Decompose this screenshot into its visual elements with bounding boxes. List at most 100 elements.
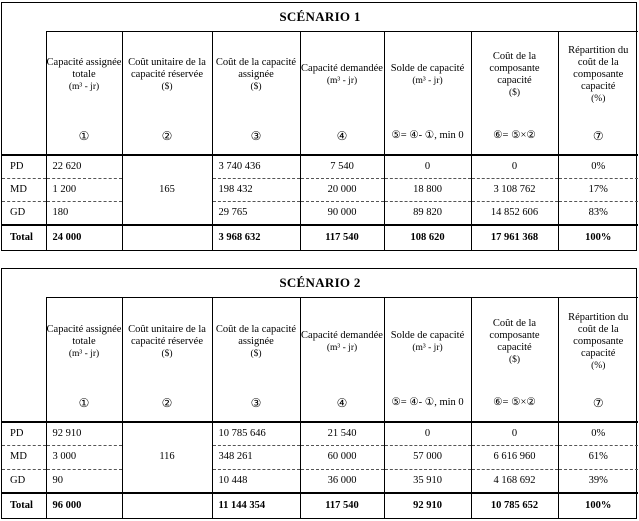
column-header: Coût de la composante capacité ($) [470,297,558,385]
column-header: Coût unitaire de la capacité réservée ($) [121,297,212,385]
total-assigned-cost: 3 968 632 [211,224,300,250]
header-empty [2,298,46,385]
cell-cost-share: 61% [557,445,638,470]
table-row: MD 3 000 348 261 60 000 57 000 6 616 960 61% [2,445,638,470]
column-symbol: ③ [211,384,300,423]
scenario-2-table: SCÉNARIO 2 Capacité assignée totale (m³ - … [1,268,638,519]
cell-component-cost: 0 [470,421,558,446]
total-component-cost: 17 961 368 [470,224,558,250]
total-row: Total 24 000 3 968 632 117 540 108 620 17 961… [2,224,638,250]
cell-cost-share: 0% [557,154,638,179]
column-header-label: Capacité assignée totale [46,57,122,80]
cell-demanded-capacity: 90 000 [299,201,384,225]
cell-assigned-capacity: 22 620 [45,154,122,179]
column-header-label: Coût unitaire de la capacité réservée [128,57,206,80]
cell-unit-cost: 165 [121,154,213,225]
column-header: Coût unitaire de la capacité réservée ($) [121,31,212,118]
column-header-label: Répartition du coût de la composante cap… [568,45,629,92]
cell-component-cost: 3 108 762 [470,178,558,202]
column-header: Solde de capacité (m³ - jr) [383,297,471,385]
row-label: MD [2,178,46,202]
total-unit-cost-empty [121,224,212,250]
cell-assigned-capacity: 92 910 [45,421,122,446]
column-symbol: ⑤= ④- ①, min 0 [383,384,471,423]
column-header-unit: ($) [161,82,173,92]
cell-assigned-capacity: 90 [45,468,122,493]
cell-capacity-balance: 0 [383,421,471,446]
scenario-title: SCÉNARIO 2 [279,275,361,291]
cell-component-cost: 6 616 960 [470,445,558,470]
column-header: Répartition du coût de la composante cap… [557,31,638,118]
symbol-empty [2,385,46,422]
column-header-label: Répartition du coût de la composante cap… [568,311,629,359]
column-header-label: Solde de capacité [390,329,465,341]
cell-demanded-capacity: 7 540 [299,154,384,179]
cell-unit-cost: 116 [121,421,213,493]
cell-component-cost: 0 [470,154,558,179]
cell-assigned-capacity: 1 200 [45,178,122,202]
cell-demanded-capacity: 20 000 [299,178,384,202]
cell-assigned-cost: 3 740 436 [211,154,300,179]
column-header-label: Coût de la capacité assignée [215,57,297,80]
total-assigned-cost: 11 144 354 [211,491,300,518]
cell-capacity-balance: 18 800 [383,178,471,202]
column-header: Solde de capacité (m³ - jr) [383,31,471,118]
column-symbol: ⑤= ④- ①, min 0 [383,118,471,155]
row-label: GD [2,201,46,225]
column-header: Coût de la composante capacité ($) [470,31,558,118]
cell-capacity-balance: 89 820 [383,201,471,225]
total-cost-share: 100% [557,224,638,250]
column-symbol: ① [45,384,122,423]
cell-component-cost: 4 168 692 [470,468,558,493]
cell-capacity-balance: 0 [383,154,471,179]
column-symbol: ① [45,118,122,155]
row-label: GD [2,468,46,493]
cell-capacity-balance: 35 910 [383,468,471,493]
column-header: Capacité assignée totale (m³ - jr) [45,297,122,385]
column-header: Capacité demandée (m³ - jr) [299,31,384,118]
column-header-label: Capacité assignée totale [46,323,122,347]
column-header-label: Coût de la composante capacité [489,51,540,86]
column-header-unit: (m³ - jr) [326,76,358,86]
column-header: Coût de la capacité assignée ($) [211,31,300,118]
cell-assigned-cost: 348 261 [211,445,300,470]
scenario-1-table: SCÉNARIO 1 Capacité assignée totale (m³ - … [1,2,638,251]
column-header-unit: (m³ - jr) [68,348,100,359]
column-header-unit: (%) [591,360,606,371]
column-header-unit: ($) [161,348,173,359]
column-header-label: Capacité demandée [301,63,383,74]
table-row: PD 22 620 165 3 740 436 7 540 0 0 0% [2,154,638,225]
cell-assigned-cost: 10 785 646 [211,421,300,446]
column-header-unit: (m³ - jr) [412,76,443,86]
header-empty [2,32,46,119]
column-header: Capacité assignée totale (m³ - jr) [45,31,122,118]
total-cost-share: 100% [557,491,638,518]
total-label: Total [2,491,46,518]
total-capacity-balance: 108 620 [383,224,471,250]
cell-assigned-cost: 198 432 [211,178,300,202]
column-symbol: ⑦ [557,384,638,423]
table-row: GD 90 10 448 36 000 35 910 4 168 692 39% [2,468,638,493]
column-symbol: ② [121,118,212,155]
cell-cost-share: 0% [557,421,638,446]
cell-cost-share: 39% [557,468,638,493]
cell-cost-share: 17% [557,178,638,202]
total-row: Total 96 000 11 144 354 117 540 92 910 10 785… [2,491,638,518]
column-symbol: ② [121,384,212,423]
cell-cost-share: 83% [557,201,638,225]
column-header-label: Capacité demandée [301,329,383,341]
total-label: Total [2,224,46,250]
symbol-empty [2,118,46,155]
total-assigned-capacity: 96 000 [45,491,122,518]
column-header-label: Coût de la capacité assignée [215,323,297,347]
scenario-title: SCÉNARIO 1 [279,9,361,24]
column-header-unit: (m³ - jr) [68,82,100,92]
column-header-unit: ($) [508,354,521,365]
column-header: Capacité demandée (m³ - jr) [299,297,384,385]
table-row: GD 180 29 765 90 000 89 820 14 852 606 83% [2,201,638,225]
column-symbol: ④ [299,118,384,155]
table-row: MD 1 200 198 432 20 000 18 800 3 108 762 17% [2,178,638,202]
total-demanded-capacity: 117 540 [299,224,384,250]
column-header-label: Coût de la composante capacité [489,317,540,353]
cell-capacity-balance: 57 000 [383,445,471,470]
